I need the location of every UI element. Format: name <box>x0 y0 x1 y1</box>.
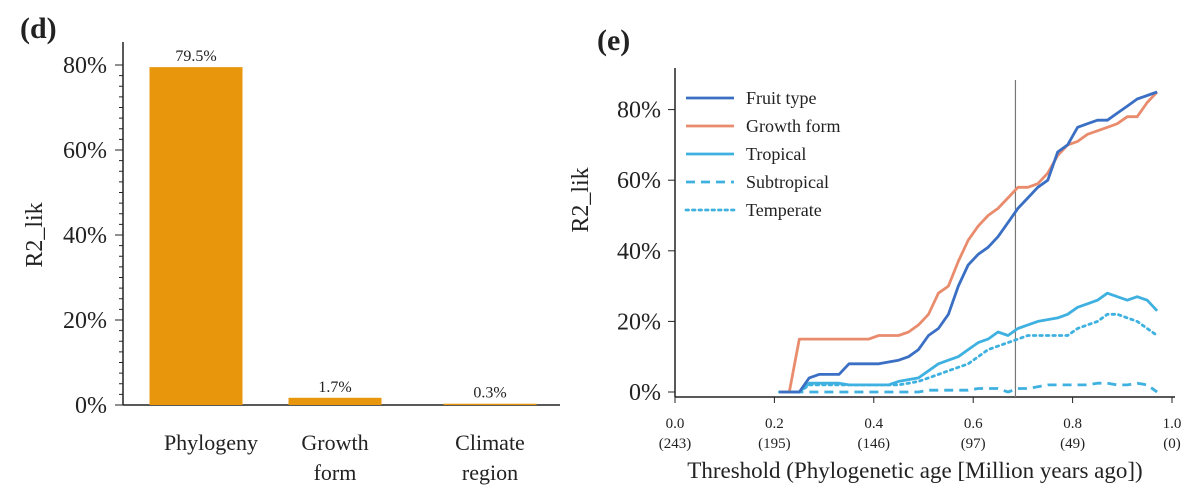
panel-d-bar <box>288 397 382 405</box>
panel-d-y-tick-label: 60% <box>63 138 107 164</box>
panel-e-y-tick-label: 0% <box>629 380 661 406</box>
panel-d-bar <box>149 67 243 405</box>
panel-d-category-label: Phylogeny <box>164 430 258 455</box>
panel-e-y-tick-label: 40% <box>617 239 661 265</box>
panel-e-x-axis-label: Threshold (Phylogenetic age [Million yea… <box>687 458 1142 483</box>
panel-e-series-line-growth-form <box>779 90 1159 394</box>
panel-e-y-axis-label: R2_lik <box>568 167 594 232</box>
panel-d-bars <box>149 67 537 405</box>
panel-d-y-tick-label: 80% <box>63 53 107 79</box>
panel-e-legend: Fruit type Growth form Tropical Subtropical… <box>684 88 840 220</box>
panel-e-y-tick-label: 20% <box>617 309 661 335</box>
panel-e-legend-label: Fruit type <box>746 88 817 108</box>
panel-e-y-tick-label: 60% <box>617 168 661 194</box>
panel-e-series-line-temperate <box>778 312 1159 394</box>
panel-e-line-chart: (e) 0% 20% 40% 60% 80% 0.0 (243) 0.2 (195) 0.4 (14… <box>568 24 1181 483</box>
panel-e-x-tick-label: 0.0 <box>666 416 685 432</box>
panel-e-x-tick-secondary-label: (243) <box>659 436 692 452</box>
panel-d-category-labels: Phylogeny Growth form Climate region <box>164 430 525 485</box>
panel-e-series <box>778 90 1159 394</box>
panel-d-y-axis-label: R2_lik <box>22 202 48 267</box>
panel-e-axes: 0% 20% 40% 60% 80% 0.0 (243) 0.2 (195) 0.4 (146) 0.… <box>617 68 1181 452</box>
panel-d-bar <box>443 403 537 405</box>
panel-d-category-label: Growth <box>301 430 368 455</box>
panel-e-x-tick-secondary-label: (195) <box>758 436 791 452</box>
panel-e-series-line-fruit-type <box>779 90 1158 394</box>
panel-e-x-tick-secondary-label: (146) <box>858 436 891 452</box>
panel-d-category-label: region <box>462 460 518 485</box>
panel-d-category-label: Climate <box>455 430 525 455</box>
panel-e-legend-label: Temperate <box>746 200 822 220</box>
panel-e-legend-label: Growth form <box>746 116 840 136</box>
panel-d-bar-chart: (d) 0% 20% 40% 60% 80% 79.5% 1.7% 0.3% Phyloge… <box>20 12 560 485</box>
panel-e-x-tick-secondary-label: (97) <box>961 436 986 452</box>
panel-e-x-tick-label: 0.6 <box>964 416 983 432</box>
panel-d-y-tick-label: 0% <box>75 393 107 419</box>
panel-e-legend-label: Tropical <box>746 144 806 164</box>
panel-d-axes: 0% 20% 40% 60% 80% <box>63 42 560 419</box>
panel-d-data-labels: 79.5% 1.7% 0.3% <box>175 48 506 402</box>
panel-e-x-tick-secondary-label: (49) <box>1060 436 1085 452</box>
panel-e-x-tick-label: 0.2 <box>765 416 784 432</box>
panel-e-x-tick-secondary-label: (0) <box>1163 436 1181 452</box>
panel-d-data-label: 0.3% <box>473 385 506 402</box>
panel-d-category-label: form <box>314 460 357 485</box>
panel-e-x-tick-label: 1.0 <box>1163 416 1182 432</box>
panel-e-legend-label: Subtropical <box>746 172 829 192</box>
panel-d-y-tick-label: 40% <box>63 223 107 249</box>
panel-e-x-tick-label: 0.4 <box>864 416 883 432</box>
panel-e-y-tick-label: 80% <box>617 98 661 124</box>
panel-e-series-line-subtropical <box>779 381 1158 394</box>
panel-e-x-tick-label: 0.8 <box>1063 416 1082 432</box>
panel-d-data-label: 79.5% <box>175 48 216 65</box>
panel-d-label: (d) <box>20 12 57 45</box>
panel-e-series-line-tropical <box>779 291 1159 394</box>
panel-d-data-label: 1.7% <box>318 379 351 396</box>
panel-d-y-tick-label: 20% <box>63 308 107 334</box>
panel-e-label: (e) <box>597 24 630 57</box>
